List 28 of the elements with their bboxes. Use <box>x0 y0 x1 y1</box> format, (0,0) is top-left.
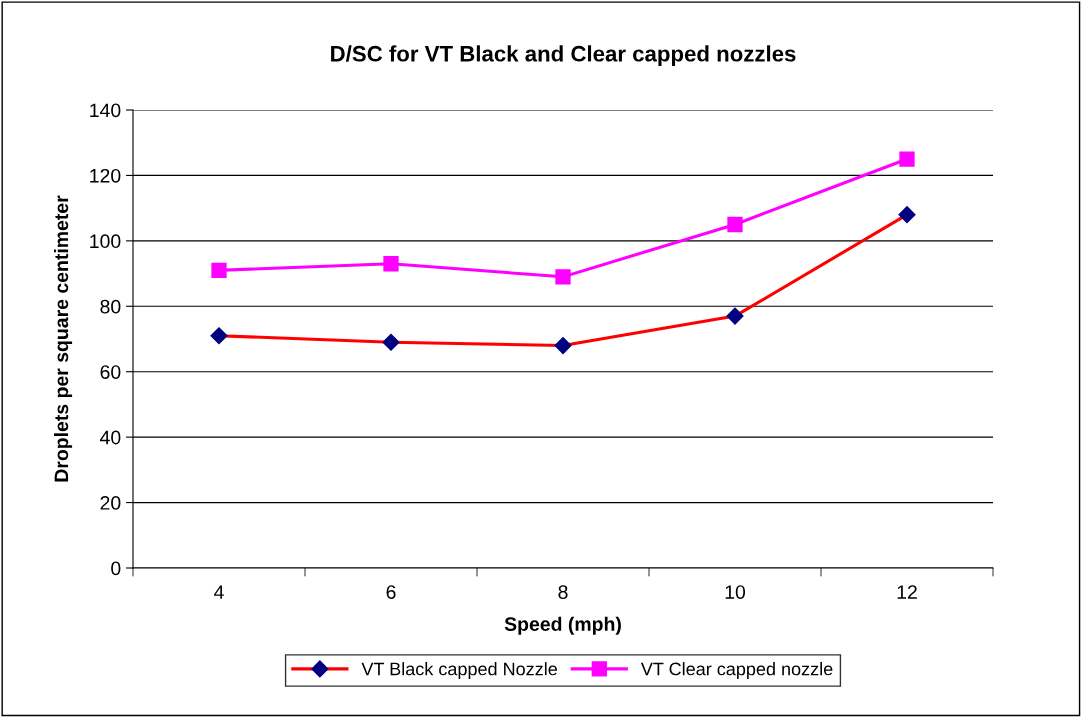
point <box>554 336 572 355</box>
legend-label: VT Clear capped nozzle <box>640 662 833 679</box>
x-tick-label: 6 <box>386 585 396 599</box>
point <box>898 206 916 224</box>
y-tick-label: 80 <box>100 299 121 314</box>
x-tick-label: 12 <box>897 585 917 599</box>
point <box>726 307 744 325</box>
x-tick-label: 8 <box>558 585 568 599</box>
point <box>383 256 399 272</box>
y-tick-label: 100 <box>90 234 121 249</box>
y-tick-label: 140 <box>90 103 121 118</box>
x-tick-label: 10 <box>725 585 746 599</box>
y-tick-label: 0 <box>111 561 121 576</box>
point <box>210 327 228 345</box>
point <box>555 269 571 285</box>
legend-label: VT Black capped Nozzle <box>361 662 557 679</box>
x-axis-title: Speed (mph) <box>504 616 621 635</box>
point <box>382 333 400 351</box>
chart-title: D/SC for VT Black and Clear capped nozzles <box>331 45 796 66</box>
y-tick-label: 120 <box>90 168 121 183</box>
point <box>899 151 915 167</box>
y-tick-label: 60 <box>100 365 121 379</box>
y-tick-label: 20 <box>100 496 121 510</box>
y-axis-title: Droplets per square centimeter <box>53 195 73 482</box>
point <box>211 262 227 278</box>
x-tick-label: 4 <box>214 585 224 599</box>
y-tick-label: 40 <box>100 430 121 445</box>
point <box>727 216 743 233</box>
